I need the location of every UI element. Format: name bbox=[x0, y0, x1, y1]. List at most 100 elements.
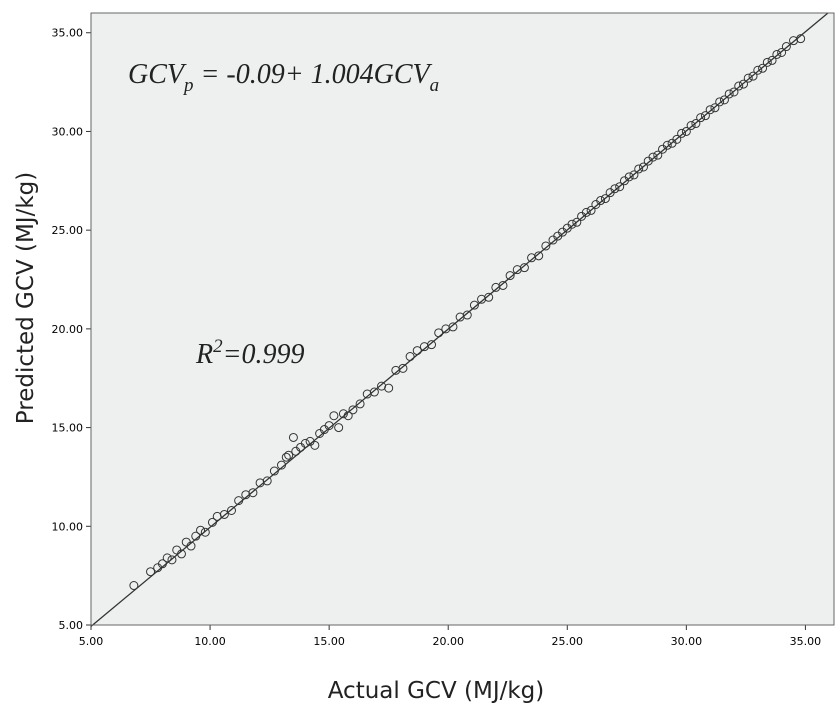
data-point bbox=[634, 164, 644, 174]
data-point bbox=[207, 517, 217, 527]
data-point bbox=[739, 79, 749, 89]
data-point bbox=[686, 121, 696, 131]
data-point bbox=[269, 466, 279, 476]
data-point bbox=[772, 49, 782, 59]
x-tick-label: 25.00 bbox=[552, 635, 584, 648]
data-point bbox=[743, 73, 753, 83]
data-point bbox=[567, 219, 577, 229]
data-point bbox=[338, 409, 348, 419]
data-point bbox=[534, 251, 544, 261]
data-point bbox=[691, 119, 701, 129]
x-tick-label: 10.00 bbox=[194, 635, 226, 648]
data-point bbox=[610, 184, 620, 194]
data-point bbox=[343, 411, 353, 421]
data-point bbox=[767, 55, 777, 65]
data-point bbox=[753, 65, 763, 75]
data-point bbox=[696, 113, 706, 123]
data-point bbox=[412, 346, 422, 356]
data-point bbox=[157, 559, 167, 569]
data-point bbox=[176, 549, 186, 559]
data-point bbox=[227, 505, 237, 515]
data-point bbox=[505, 271, 515, 281]
y-axis-title: Predicted GCV (MJ/kg) bbox=[13, 172, 39, 424]
data-point bbox=[462, 310, 472, 320]
data-point bbox=[596, 196, 606, 206]
x-tick-label: 20.00 bbox=[432, 635, 464, 648]
data-point bbox=[281, 452, 291, 462]
equation-lhs: GCV bbox=[128, 59, 187, 90]
y-tick-label: 10.00 bbox=[52, 520, 84, 533]
data-point bbox=[348, 405, 358, 415]
data-point bbox=[724, 89, 734, 99]
x-axis-title: Actual GCV (MJ/kg) bbox=[328, 678, 545, 704]
data-point bbox=[191, 531, 201, 541]
data-point bbox=[777, 47, 787, 57]
data-point bbox=[129, 581, 139, 591]
data-point bbox=[581, 207, 591, 217]
data-point bbox=[434, 328, 444, 338]
equation-middle: = -0.09+ 1.004GCV bbox=[194, 59, 433, 90]
data-point bbox=[734, 81, 744, 91]
data-point bbox=[262, 476, 272, 486]
data-point bbox=[710, 103, 720, 113]
data-point bbox=[448, 322, 458, 332]
equation-lhs-subscript: p bbox=[182, 75, 194, 96]
x-tick-label: 30.00 bbox=[671, 635, 703, 648]
data-point bbox=[334, 423, 344, 433]
x-tick-label: 15.00 bbox=[313, 635, 345, 648]
data-point bbox=[355, 399, 365, 409]
data-point bbox=[715, 97, 725, 107]
r-squared-base: R bbox=[195, 339, 213, 370]
data-point bbox=[758, 63, 768, 73]
data-point bbox=[748, 71, 758, 81]
data-point bbox=[572, 217, 582, 227]
r-squared-annotation: R2=0.999 bbox=[195, 336, 305, 370]
r-squared-value: =0.999 bbox=[223, 339, 305, 370]
data-point bbox=[796, 34, 806, 44]
data-point bbox=[369, 387, 379, 397]
data-point bbox=[781, 42, 791, 52]
data-point bbox=[186, 541, 196, 551]
data-point bbox=[705, 105, 715, 115]
data-point bbox=[248, 488, 258, 498]
data-point bbox=[219, 509, 229, 519]
data-point bbox=[398, 363, 408, 373]
data-point bbox=[653, 150, 663, 160]
data-point bbox=[600, 194, 610, 204]
data-point bbox=[719, 95, 729, 105]
equation-rhs-subscript: a bbox=[430, 75, 440, 96]
data-point bbox=[624, 172, 634, 182]
y-tick-label: 15.00 bbox=[52, 422, 84, 435]
data-point bbox=[648, 152, 658, 162]
y-tick-label: 5.00 bbox=[59, 619, 84, 632]
data-point bbox=[384, 383, 394, 393]
y-tick-label: 25.00 bbox=[52, 224, 84, 237]
data-point bbox=[324, 421, 334, 431]
y-tick-label: 30.00 bbox=[52, 125, 84, 138]
data-point bbox=[700, 111, 710, 121]
data-point bbox=[200, 527, 210, 537]
data-point bbox=[519, 263, 529, 273]
plot-frame bbox=[90, 12, 835, 626]
equation-annotation: GCVp = -0.09+ 1.004GCVa bbox=[128, 59, 439, 96]
data-point bbox=[196, 525, 206, 535]
data-point bbox=[310, 440, 320, 450]
data-point bbox=[638, 162, 648, 172]
data-point bbox=[762, 57, 772, 67]
data-point bbox=[146, 567, 156, 577]
data-point bbox=[162, 553, 172, 563]
data-point bbox=[469, 300, 479, 310]
data-point bbox=[615, 182, 625, 192]
data-point bbox=[277, 460, 287, 470]
data-point bbox=[427, 340, 437, 350]
axis-ticks: 5.00 10.00 15.00 20.00 25.00 30.00 35.00 5.00 10… bbox=[52, 27, 822, 648]
data-point bbox=[167, 555, 177, 565]
data-point bbox=[586, 205, 596, 215]
data-point bbox=[405, 352, 415, 362]
r-squared-superscript: 2 bbox=[213, 336, 223, 357]
data-points bbox=[129, 34, 806, 591]
data-point bbox=[329, 411, 339, 421]
data-point bbox=[729, 87, 739, 97]
data-point bbox=[234, 496, 244, 506]
